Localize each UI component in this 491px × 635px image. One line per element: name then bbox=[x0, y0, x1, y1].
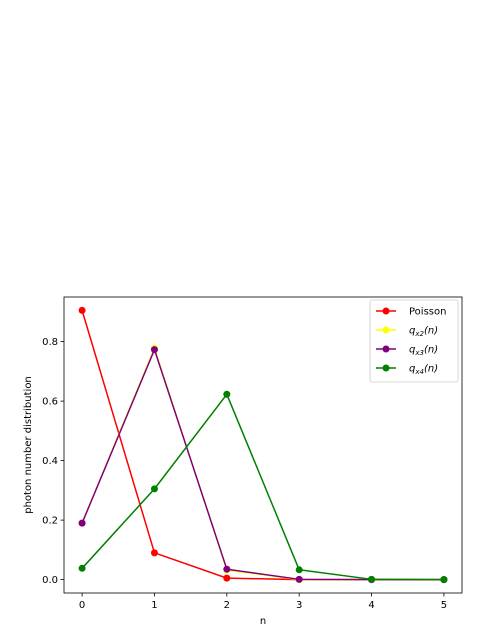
y-tick-label: 0.0 bbox=[42, 575, 58, 586]
data-point bbox=[78, 306, 86, 314]
data-point bbox=[150, 485, 158, 493]
legend-label: qx3(n) bbox=[409, 345, 438, 358]
x-tick-label: 1 bbox=[151, 600, 157, 611]
y-tick-label: 0.4 bbox=[42, 456, 58, 467]
data-point bbox=[78, 519, 86, 527]
series-line bbox=[81, 393, 444, 581]
legend-item: qx3(n) bbox=[376, 345, 438, 358]
legend-label: qx2(n) bbox=[409, 326, 438, 339]
series-4 bbox=[78, 390, 448, 584]
series-layer bbox=[78, 306, 448, 584]
data-point bbox=[150, 549, 158, 557]
data-point bbox=[150, 346, 158, 354]
legend-marker bbox=[382, 364, 390, 372]
x-tick-label: 2 bbox=[224, 600, 230, 611]
data-point bbox=[440, 576, 448, 584]
x-tick-label: 5 bbox=[441, 600, 447, 611]
legend-item: qx4(n) bbox=[376, 364, 438, 377]
legend-marker bbox=[382, 326, 390, 334]
data-point bbox=[295, 575, 303, 583]
data-point bbox=[223, 574, 231, 582]
data-point bbox=[368, 575, 376, 583]
y-tick-label: 0.2 bbox=[42, 516, 58, 527]
data-point bbox=[223, 390, 231, 398]
x-tick-label: 3 bbox=[296, 600, 302, 611]
data-point bbox=[78, 564, 86, 572]
x-tick-label: 4 bbox=[368, 600, 374, 611]
y-tick-label: 0.6 bbox=[42, 397, 58, 408]
legend-marker bbox=[382, 307, 390, 315]
y-axis: 0.0 0.2 0.4 0.6 0.8 bbox=[42, 337, 64, 586]
y-tick-label: 0.8 bbox=[42, 337, 58, 348]
legend: Poisson qx2(n) qx3(n) qx4(n) bbox=[369, 299, 459, 383]
data-point bbox=[295, 566, 303, 574]
x-tick-label: 0 bbox=[79, 600, 85, 611]
legend-box bbox=[369, 299, 459, 383]
legend-item: Poisson bbox=[376, 307, 446, 318]
data-point bbox=[223, 565, 231, 573]
x-axis: 0 1 2 3 4 5 bbox=[79, 593, 447, 611]
x-axis-label: n bbox=[260, 616, 266, 627]
legend-label: Poisson bbox=[409, 307, 446, 318]
legend-item: qx2(n) bbox=[376, 326, 438, 339]
legend-label: qx4(n) bbox=[409, 364, 438, 377]
legend-marker bbox=[382, 345, 390, 353]
y-axis-label: photon number distribution bbox=[23, 376, 34, 514]
